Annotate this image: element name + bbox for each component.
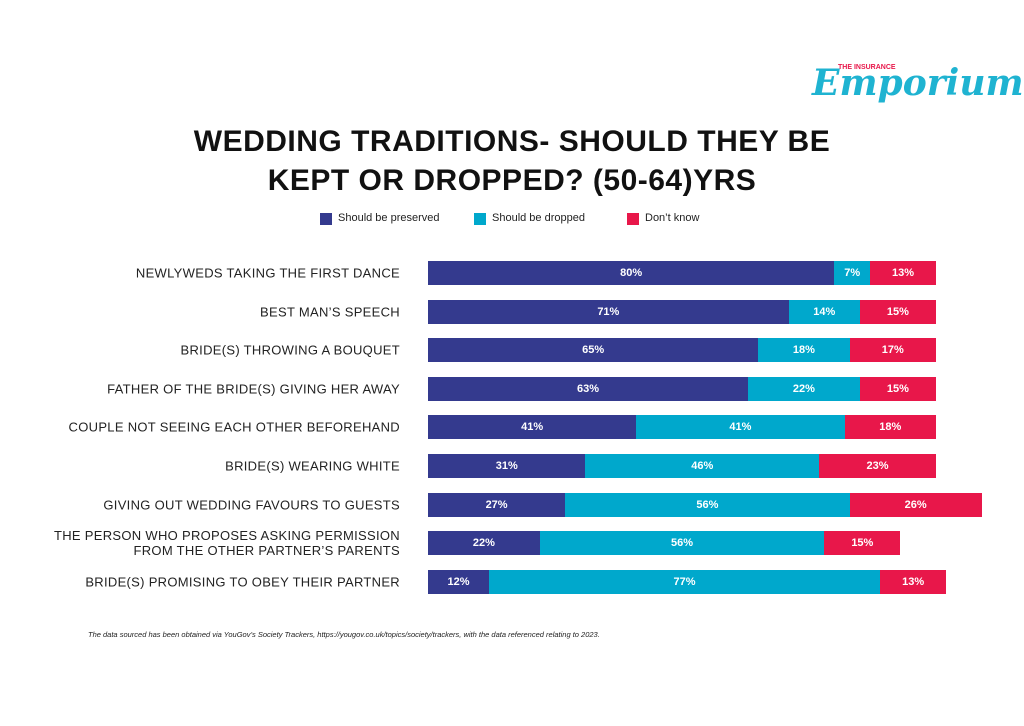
bar-segment: 7% <box>834 261 870 285</box>
bar-segment: 23% <box>819 454 936 478</box>
value-label: 23% <box>866 460 889 472</box>
bar-segment: 56% <box>565 492 850 517</box>
bar-segment: 15% <box>824 531 901 556</box>
bar-segment: 26% <box>849 492 982 517</box>
value-label: 15% <box>886 305 909 318</box>
value-label: 27% <box>485 498 508 511</box>
bar-segment: 13% <box>869 261 936 285</box>
value-label: 17% <box>881 344 904 357</box>
bar-segment: 46% <box>585 454 820 478</box>
value-label: 13% <box>902 575 925 588</box>
category-label: NEWLYWEDS TAKING THE FIRST DANCE <box>135 265 400 281</box>
logo: Emporium <box>812 62 1024 104</box>
bar-segment: 41% <box>428 415 637 440</box>
value-label: 46% <box>691 460 714 472</box>
value-label: 26% <box>904 498 927 511</box>
legend-swatch <box>474 213 486 225</box>
category-label: GIVING OUT WEDDING FAVOURS TO GUESTS <box>103 497 400 513</box>
legend-label: Should be dropped <box>492 212 585 224</box>
value-label: 80% <box>620 267 643 279</box>
value-label: 71% <box>597 305 620 318</box>
bar-segment: 22% <box>748 376 860 401</box>
category-label: FATHER OF THE BRIDE(S) GIVING HER AWAY <box>107 381 400 397</box>
category-label: THE PERSON WHO PROPOSES ASKING PERMISSIO… <box>53 528 400 559</box>
value-label: 41% <box>521 421 544 434</box>
value-label: 41% <box>729 421 752 434</box>
category-label: BRIDE(S) WEARING WHITE <box>225 458 400 474</box>
value-label: 14% <box>813 305 836 318</box>
value-label: 7% <box>844 267 861 279</box>
value-label: 15% <box>851 537 874 550</box>
footnote: The data sourced has been obtained via Y… <box>88 630 600 639</box>
category-label: BEST MAN’S SPEECH <box>260 304 400 320</box>
bar-segment: 77% <box>488 569 881 594</box>
bar-segment: 15% <box>859 376 936 401</box>
bar-segment: 56% <box>539 531 825 556</box>
bar-segment: 65% <box>428 338 759 363</box>
legend-label: Should be preserved <box>338 212 440 224</box>
value-label: 56% <box>670 537 693 550</box>
bar-segment: 22% <box>428 531 540 556</box>
value-label: 15% <box>886 382 909 395</box>
value-label: 77% <box>673 575 696 588</box>
value-label: 63% <box>577 382 600 395</box>
value-label: 18% <box>792 344 815 357</box>
bar-segment: 63% <box>428 376 749 401</box>
legend-swatch <box>627 213 639 225</box>
bar-segment: 14% <box>788 299 860 324</box>
category-label: BRIDE(S) THROWING A BOUQUET <box>180 342 400 358</box>
bar-segment: 80% <box>428 261 835 285</box>
bar-segment: 15% <box>859 299 936 324</box>
bar-segment: 17% <box>849 338 936 363</box>
value-label: 65% <box>582 344 605 357</box>
value-label: 56% <box>696 498 719 511</box>
bar-segment: 13% <box>880 569 947 594</box>
value-label: 31% <box>495 460 518 472</box>
bar-segment: 71% <box>428 299 789 324</box>
bar-segment: 41% <box>636 415 845 440</box>
value-label: 13% <box>891 267 914 279</box>
value-label: 12% <box>447 575 470 588</box>
bar-segment: 18% <box>844 415 936 440</box>
bar-segment: 27% <box>428 492 566 517</box>
bar-segment: 18% <box>758 338 850 363</box>
bar-segment: 31% <box>428 454 586 478</box>
legend-swatch <box>320 213 332 225</box>
value-label: 22% <box>472 537 495 550</box>
bar-segment: 12% <box>428 569 489 594</box>
logo-tagline: THE INSURANCE <box>838 64 896 71</box>
category-label: BRIDE(S) PROMISING TO OBEY THEIR PARTNER <box>85 574 400 590</box>
category-label: COUPLE NOT SEEING EACH OTHER BEFOREHAND <box>68 419 400 435</box>
value-label: 22% <box>792 382 815 395</box>
chart-title: WEDDING TRADITIONS- SHOULD THEY BE KEPT … <box>193 125 831 197</box>
value-label: 18% <box>879 421 902 434</box>
legend-label: Don’t know <box>645 212 700 224</box>
